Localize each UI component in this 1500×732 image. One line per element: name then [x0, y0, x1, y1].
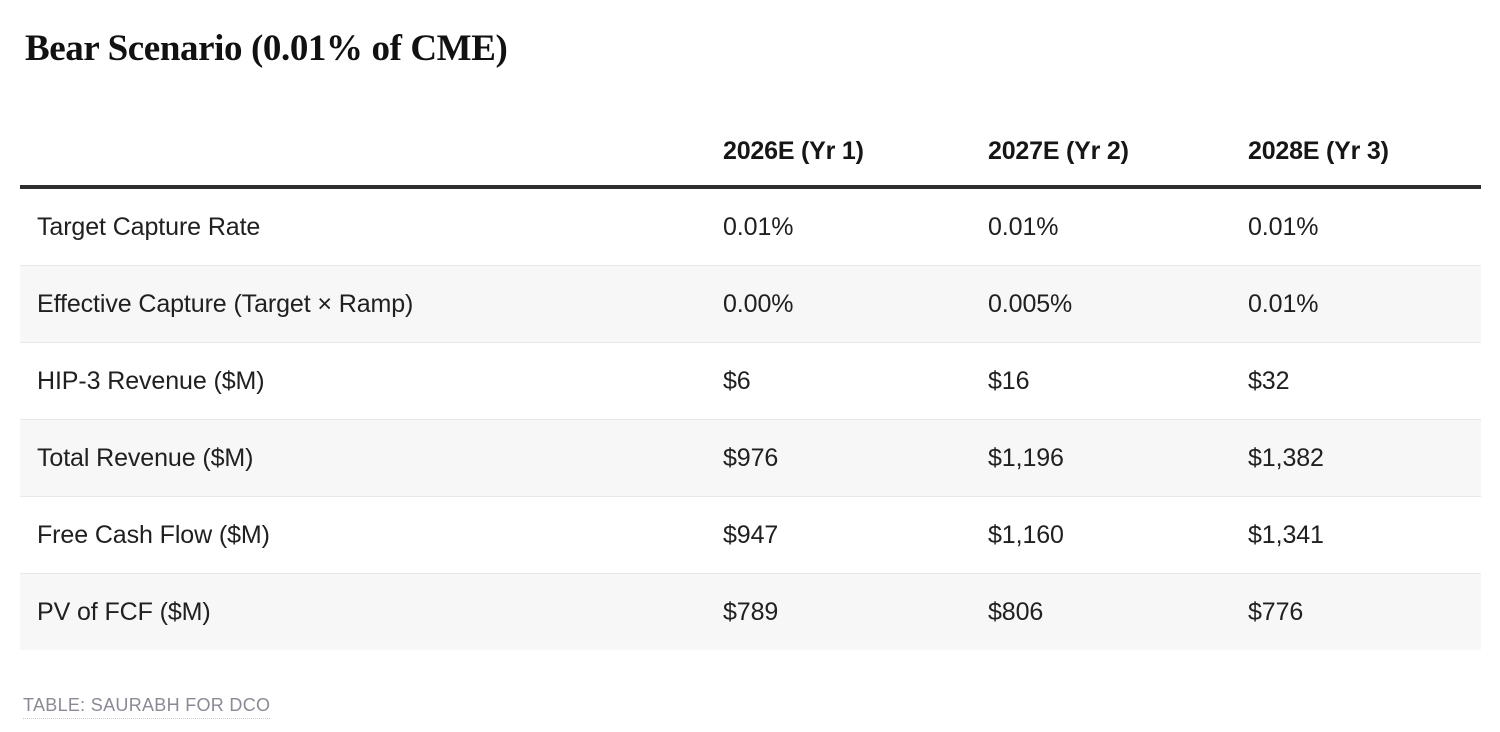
cell-value: $806 [988, 598, 1044, 626]
table-row: Effective Capture (Target × Ramp) 0.00% … [20, 265, 1481, 343]
table-attribution: TABLE: SAURABH FOR DCO [23, 694, 1481, 719]
header-cell-2027e: 2027E (Yr 2) [988, 112, 1248, 189]
table-row: Free Cash Flow ($M) $947 $1,160 $1,341 [20, 496, 1481, 574]
table-row: HIP-3 Revenue ($M) $6 $16 $32 [20, 342, 1481, 420]
cell-value: $1,382 [1248, 444, 1324, 472]
row-label: Target Capture Rate [37, 213, 261, 241]
chart-title: Bear Scenario (0.01% of CME) [25, 28, 508, 69]
cell-value: $776 [1248, 598, 1304, 626]
cell-value: $1,196 [988, 444, 1064, 472]
cell-value: $32 [1248, 367, 1290, 395]
cell-value: 0.005% [988, 290, 1073, 318]
row-label: PV of FCF ($M) [37, 598, 211, 626]
cell-value: 0.01% [723, 213, 794, 241]
cell-value: 0.00% [723, 290, 794, 318]
header-cell-2028e: 2028E (Yr 3) [1248, 112, 1481, 189]
cell-value: $1,341 [1248, 521, 1324, 549]
cell-value: 0.01% [988, 213, 1059, 241]
table-row: Target Capture Rate 0.01% 0.01% 0.01% [20, 187, 1481, 266]
row-label: HIP-3 Revenue ($M) [37, 367, 265, 395]
cell-value: 0.01% [1248, 213, 1319, 241]
table-body: Target Capture Rate 0.01% 0.01% 0.01% Ef… [20, 187, 1481, 650]
header-cell-2026e: 2026E (Yr 1) [723, 112, 988, 189]
header-cell-empty [20, 112, 723, 189]
table-row: Total Revenue ($M) $976 $1,196 $1,382 [20, 419, 1481, 497]
cell-value: $1,160 [988, 521, 1064, 549]
cell-value: $947 [723, 521, 779, 549]
row-label: Total Revenue ($M) [37, 444, 254, 472]
table-visualization: Bear Scenario (0.01% of CME) 2026E (Yr 1… [0, 26, 1500, 719]
table-row: PV of FCF ($M) $789 $806 $776 [20, 573, 1481, 650]
header-row: 2026E (Yr 1) 2027E (Yr 2) 2028E (Yr 3) [20, 112, 1481, 189]
cell-value: $789 [723, 598, 779, 626]
cell-value: $16 [988, 367, 1030, 395]
data-table: 2026E (Yr 1) 2027E (Yr 2) 2028E (Yr 3) T… [20, 112, 1481, 650]
attribution-link[interactable]: TABLE: SAURABH FOR DCO [23, 695, 271, 719]
table-header: 2026E (Yr 1) 2027E (Yr 2) 2028E (Yr 3) [20, 112, 1481, 189]
cell-value: $6 [723, 367, 751, 395]
cell-value: 0.01% [1248, 290, 1319, 318]
cell-value: $976 [723, 444, 779, 472]
row-label: Free Cash Flow ($M) [37, 521, 270, 549]
row-label: Effective Capture (Target × Ramp) [37, 290, 414, 318]
